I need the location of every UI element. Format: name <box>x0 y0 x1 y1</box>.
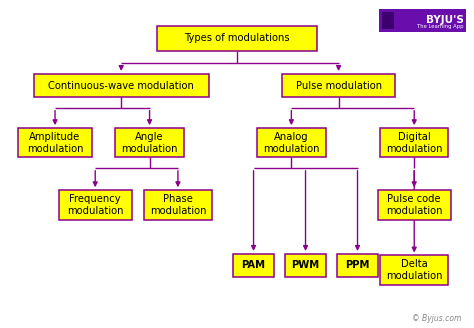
FancyBboxPatch shape <box>282 74 395 97</box>
FancyBboxPatch shape <box>59 190 132 219</box>
Text: Delta
modulation: Delta modulation <box>386 259 443 281</box>
FancyBboxPatch shape <box>18 128 91 157</box>
Text: BYJU'S: BYJU'S <box>426 15 464 25</box>
FancyBboxPatch shape <box>380 256 448 285</box>
Text: PAM: PAM <box>242 260 265 270</box>
Text: PPM: PPM <box>346 260 370 270</box>
Text: Continuous-wave modulation: Continuous-wave modulation <box>48 81 194 91</box>
Text: Digital
modulation: Digital modulation <box>386 132 443 154</box>
Text: Angle
modulation: Angle modulation <box>121 132 178 154</box>
FancyBboxPatch shape <box>380 128 448 157</box>
FancyBboxPatch shape <box>379 9 466 32</box>
FancyBboxPatch shape <box>257 128 326 157</box>
Text: Pulse modulation: Pulse modulation <box>296 81 382 91</box>
Text: © Byjus.com: © Byjus.com <box>412 314 462 323</box>
Text: PWM: PWM <box>292 260 319 270</box>
Text: Analog
modulation: Analog modulation <box>263 132 319 154</box>
FancyBboxPatch shape <box>382 12 394 29</box>
Text: Phase
modulation: Phase modulation <box>150 194 206 215</box>
FancyBboxPatch shape <box>378 190 451 219</box>
FancyBboxPatch shape <box>144 190 212 219</box>
FancyBboxPatch shape <box>156 26 318 51</box>
FancyBboxPatch shape <box>234 254 273 277</box>
Text: The Learning App: The Learning App <box>417 24 464 29</box>
FancyBboxPatch shape <box>285 254 326 277</box>
FancyBboxPatch shape <box>115 128 184 157</box>
Text: Amplitude
modulation: Amplitude modulation <box>27 132 83 154</box>
FancyBboxPatch shape <box>337 254 378 277</box>
Text: Types of modulations: Types of modulations <box>184 33 290 43</box>
Text: Pulse code
modulation: Pulse code modulation <box>386 194 443 215</box>
FancyBboxPatch shape <box>34 74 209 97</box>
Text: Frequency
modulation: Frequency modulation <box>67 194 123 215</box>
